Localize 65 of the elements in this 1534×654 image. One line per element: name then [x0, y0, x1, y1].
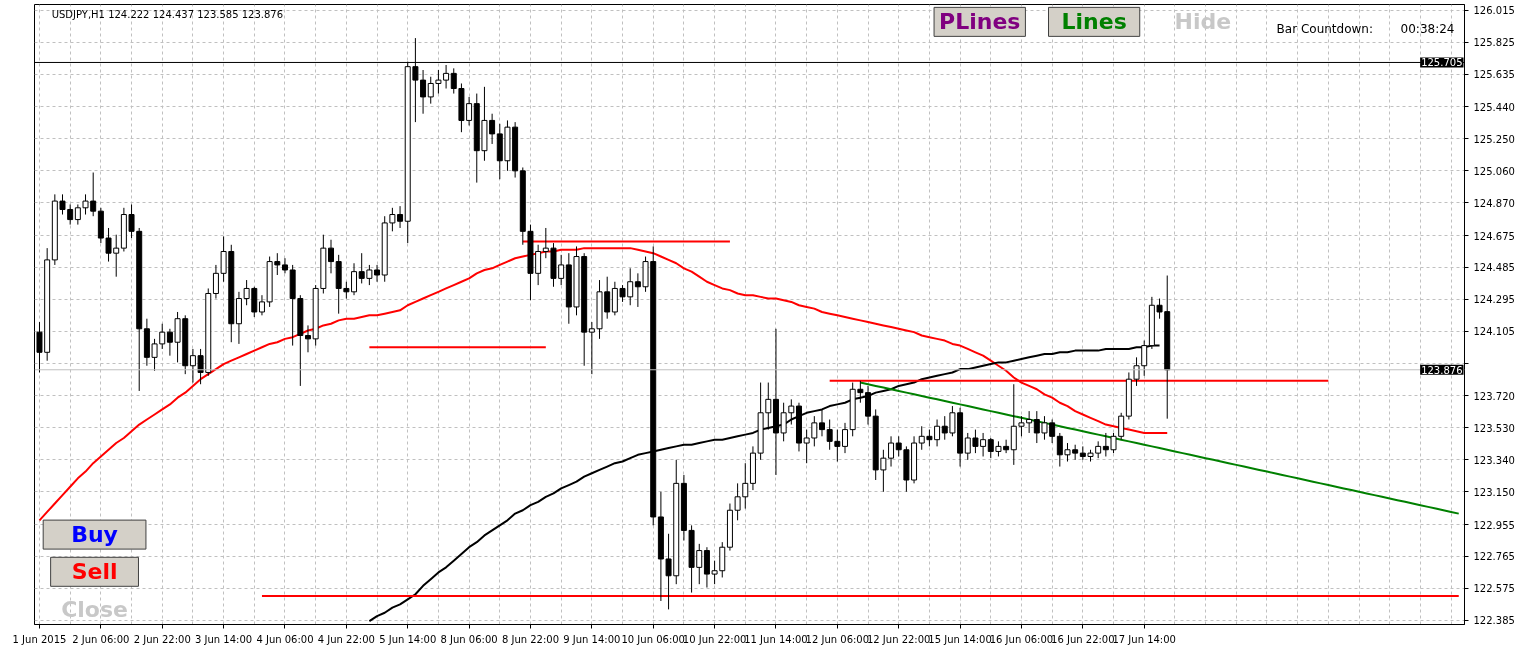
candlestick	[865, 385, 872, 426]
y-tick-label: 122.575	[1473, 583, 1515, 595]
y-tick-label: 125.060	[1473, 165, 1515, 177]
x-tick-label: 2 Jun 06:00	[72, 633, 130, 645]
annotation: PLines	[939, 9, 1021, 35]
candlestick	[420, 69, 427, 115]
x-tick-label: 4 Jun 06:00	[256, 633, 314, 645]
y-tick-label: 124.675	[1473, 230, 1515, 242]
x-tick-label: 12 Jun 06:00	[805, 633, 870, 645]
candlestick	[351, 262, 358, 296]
y-tick-label: 123.720	[1473, 390, 1515, 402]
y-tick-label: 124.485	[1473, 262, 1515, 274]
annotation: Bar Countdown:	[1276, 21, 1373, 36]
y-tick-label: 122.955	[1473, 519, 1515, 531]
y-tick-label: 125.250	[1473, 133, 1515, 145]
x-tick-label: 8 Jun 22:00	[501, 633, 560, 645]
annotation: Buy	[71, 522, 118, 548]
annotation: Sell	[71, 559, 118, 585]
y-tick-label: 123.150	[1473, 486, 1515, 498]
x-tick-label: 9 Jun 14:00	[563, 633, 621, 645]
candlestick	[742, 462, 749, 510]
ref-line-label: 123.876	[1421, 364, 1463, 376]
y-tick-label: 122.385	[1473, 615, 1515, 627]
ref-line-label: 125.705	[1421, 57, 1463, 69]
candlestick	[1026, 410, 1033, 434]
x-tick-label: 4 Jun 22:00	[317, 633, 375, 645]
candlestick	[305, 324, 311, 353]
annotation: Lines	[1061, 9, 1127, 35]
x-tick-label: 16 Jun 22:00	[1051, 633, 1115, 645]
y-tick-label: 126.015	[1473, 5, 1515, 17]
x-tick-label: 2 Jun 22:00	[133, 633, 191, 645]
candlestick	[803, 429, 810, 464]
candlestick	[842, 422, 849, 454]
candlestick	[1010, 383, 1017, 466]
y-tick-label: 124.870	[1473, 197, 1515, 209]
x-tick-label: 3 Jun 14:00	[195, 633, 253, 645]
y-tick-label: 122.765	[1473, 551, 1515, 563]
y-tick-label: 123.340	[1473, 454, 1515, 466]
candlestick	[811, 415, 818, 447]
y-tick-label: 125.635	[1473, 69, 1515, 81]
candlestick	[159, 323, 166, 350]
x-tick-label: 5 Jun 14:00	[379, 633, 437, 645]
candlestick	[734, 482, 741, 521]
candlestick	[212, 264, 219, 300]
y-tick-label: 125.440	[1473, 101, 1515, 113]
candlestick	[1018, 415, 1025, 437]
x-tick-label: 15 Jun 14:00	[928, 633, 992, 645]
x-tick-label: 1 Jun 2015	[12, 633, 67, 645]
chart-title: USDJPY,H1 124.222 124.437 123.585 123.876	[51, 8, 284, 20]
y-tick-label: 124.295	[1473, 294, 1515, 306]
x-tick-label: 10 Jun 06:00	[621, 633, 685, 645]
line-series	[859, 381, 1460, 515]
x-tick-label: 17 Jun 14:00	[1112, 633, 1176, 645]
candlestick	[819, 408, 825, 437]
x-tick-label: 11 Jun 14:00	[744, 633, 808, 645]
candlestick	[1133, 356, 1140, 387]
candlestick	[788, 398, 795, 426]
candlestick	[281, 257, 288, 274]
candlestick	[765, 382, 772, 431]
y-tick-label: 123.530	[1473, 422, 1515, 434]
annotation: 00:38:24	[1400, 21, 1455, 36]
x-tick-label: 8 Jun 06:00	[440, 633, 498, 645]
candlestick	[328, 239, 334, 274]
y-tick-label: 124.105	[1473, 326, 1515, 338]
y-tick-label: 125.825	[1473, 37, 1515, 49]
